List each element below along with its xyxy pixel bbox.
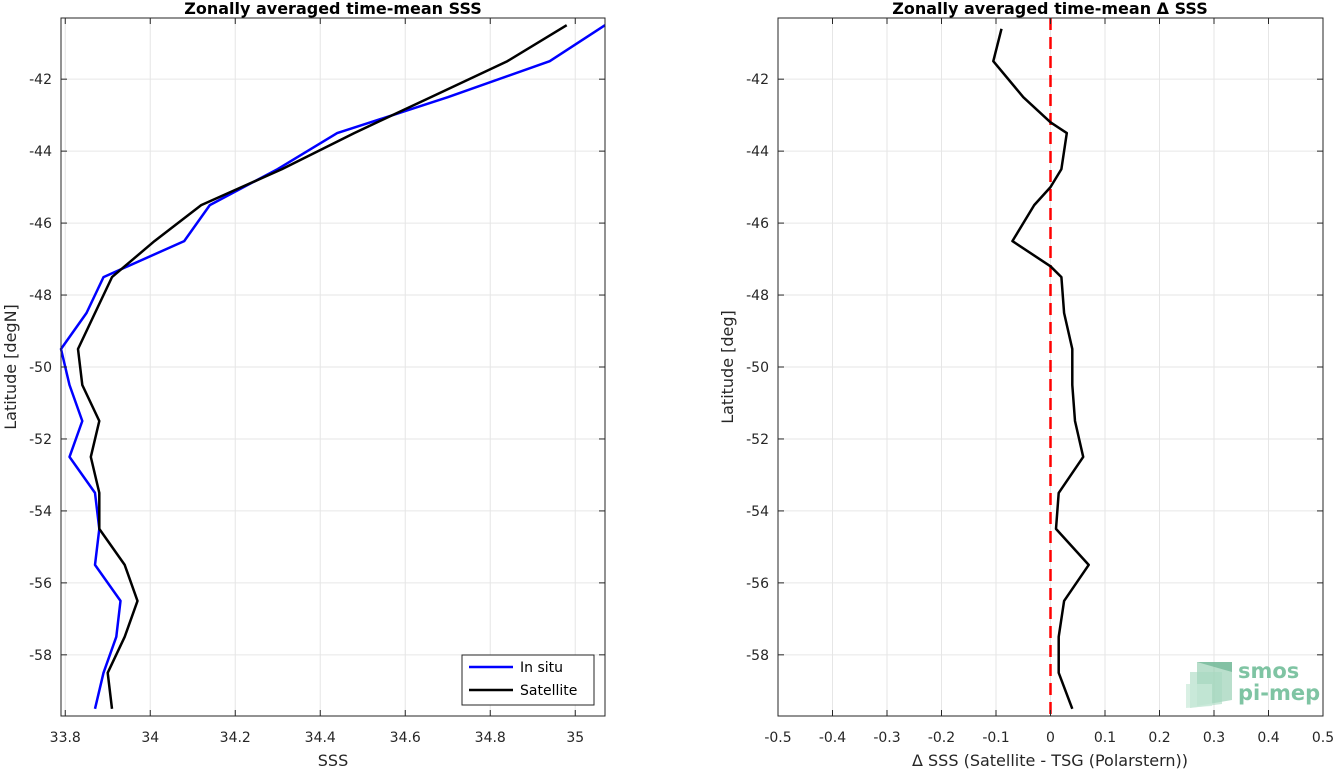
logo-text-pimep: pi-mep (1238, 681, 1320, 705)
sss-x-tick-label: 35 (566, 730, 584, 746)
sss-chart-title: Zonally averaged time-mean SSS (184, 0, 482, 18)
delta-y-tick-label: -42 (746, 72, 769, 88)
legend-box (461, 654, 595, 706)
legend-label-in-situ: In situ (520, 660, 563, 676)
delta-chart-title: Zonally averaged time-mean Δ SSS (892, 0, 1208, 18)
delta-y-tick-label: -50 (746, 360, 769, 376)
delta-x-tick-label: 0.3 (1203, 730, 1225, 746)
logo-emblem-icon (1186, 662, 1232, 708)
sss-y-tick-label: -48 (29, 288, 52, 304)
delta-y-tick-label: -46 (746, 216, 769, 232)
delta-x-tick-label: 0.4 (1257, 730, 1279, 746)
sss-series-satellite-line (76, 24, 568, 709)
sss-y-tick-label: -54 (29, 504, 52, 520)
sss-y-tick-label: -50 (29, 360, 52, 376)
delta-y-axis-label: Latitude [deg] (718, 310, 737, 424)
delta-ticks: -0.5 -0.4 -0.3 -0.2 -0.1 0 0.1 0.2 0.3 0.4 0.5 -42 -… (746, 18, 1334, 746)
sss-x-tick-label: 34.8 (475, 730, 506, 746)
sss-legend: In situ Satellite (461, 654, 595, 706)
sss-y-axis-label: Latitude [degN] (1, 304, 20, 430)
sss-ticks: 33.8 34 34.2 34.4 34.6 34.8 35 -42 -44 -46 -48 -50 -… (29, 18, 605, 746)
sss-y-tick-label: -42 (29, 72, 52, 88)
sss-x-tick-label: 34.4 (305, 730, 336, 746)
delta-x-tick-label: -0.2 (928, 730, 955, 746)
sss-panel: 33.8 34 34.2 34.4 34.6 34.8 35 -42 -44 -46 -48 -50 -… (1, 0, 606, 769)
sss-y-tick-label: -52 (29, 432, 52, 448)
sss-x-axis-label: SSS (318, 751, 348, 769)
delta-x-tick-label: -0.1 (982, 730, 1009, 746)
delta-y-tick-label: -58 (746, 648, 769, 664)
delta-x-tick-label: 0 (1046, 730, 1055, 746)
sss-y-tick-label: -44 (29, 144, 52, 160)
delta-x-tick-label: -0.3 (873, 730, 900, 746)
sss-y-tick-label: -56 (29, 576, 52, 592)
delta-x-axis-label: Δ SSS (Satellite - TSG (Polarstern)) (912, 751, 1188, 769)
delta-y-tick-label: -48 (746, 288, 769, 304)
delta-x-tick-label: 0.5 (1312, 730, 1334, 746)
delta-x-tick-label: 0.2 (1148, 730, 1170, 746)
delta-sss-panel: -0.5 -0.4 -0.3 -0.2 -0.1 0 0.1 0.2 0.3 0.4 0.5 -42 -… (718, 0, 1334, 769)
sss-y-tick-label: -46 (29, 216, 52, 232)
logo-text-smos: smos (1238, 659, 1299, 683)
sss-x-tick-label: 34.2 (220, 730, 251, 746)
delta-y-tick-label: -52 (746, 432, 769, 448)
delta-x-tick-label: -0.4 (819, 730, 846, 746)
delta-y-tick-label: -56 (746, 576, 769, 592)
delta-series-difference-line (992, 28, 1090, 710)
sss-x-tick-label: 34.6 (390, 730, 421, 746)
delta-series (992, 18, 1090, 716)
delta-y-tick-label: -54 (746, 504, 769, 520)
sss-y-tick-label: -58 (29, 648, 52, 664)
delta-y-tick-label: -44 (746, 144, 769, 160)
sss-grid (61, 18, 605, 716)
smos-pimep-logo: smos pi-mep (1186, 659, 1320, 708)
sss-x-tick-label: 33.8 (50, 730, 81, 746)
delta-x-tick-label: 0.1 (1094, 730, 1116, 746)
delta-x-tick-label: -0.5 (764, 730, 791, 746)
legend-label-satellite: Satellite (520, 683, 577, 699)
sss-x-tick-label: 34 (141, 730, 159, 746)
